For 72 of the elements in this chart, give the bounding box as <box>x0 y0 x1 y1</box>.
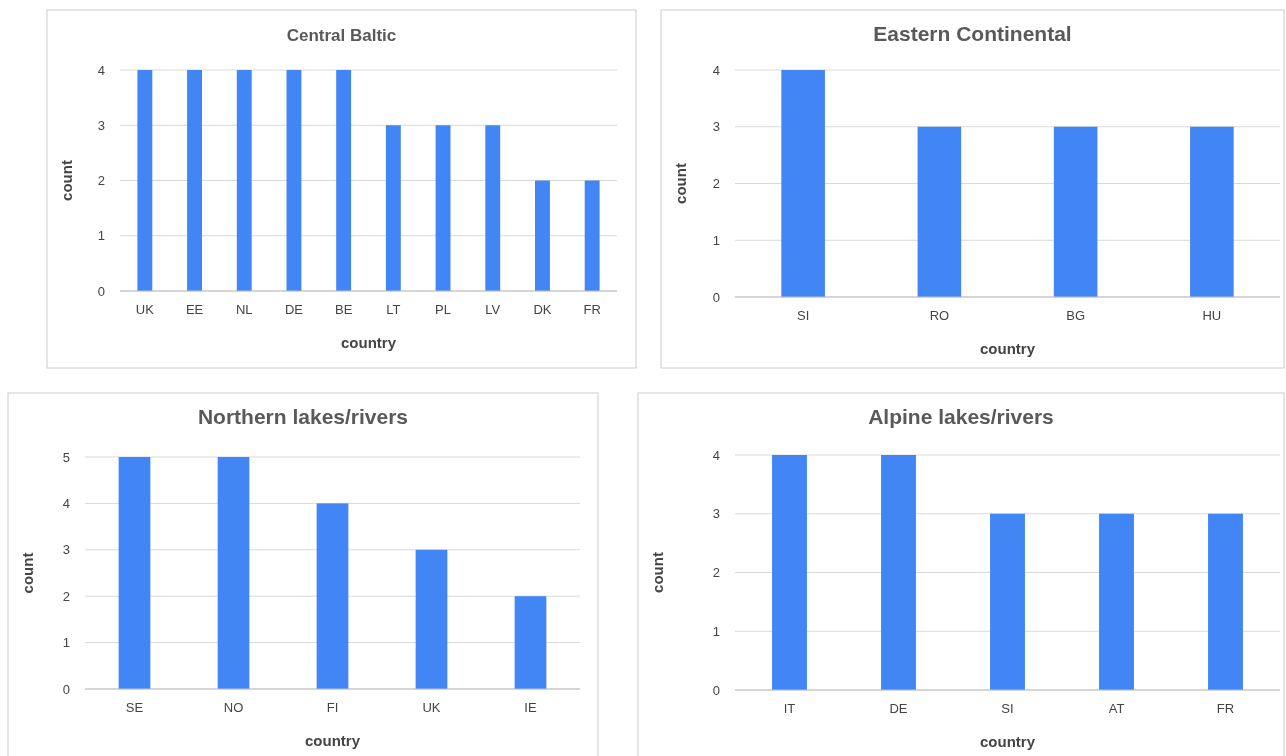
y-tick-label: 1 <box>97 228 105 244</box>
x-tick-label: DK <box>533 302 552 317</box>
y-tick-label: 0 <box>97 283 105 299</box>
bar <box>435 125 451 291</box>
bar <box>236 70 252 291</box>
y-tick-label: 3 <box>62 542 70 558</box>
chart-title: Central Baltic <box>286 26 397 45</box>
chart-title: Northern lakes/rivers <box>197 405 409 428</box>
x-tick-label: LV <box>485 302 501 317</box>
x-tick-label: SI <box>796 308 810 323</box>
y-tick-label: 0 <box>712 289 720 305</box>
y-tick-label: 2 <box>712 565 720 581</box>
x-tick-label: SE <box>125 700 144 715</box>
y-tick-label: 4 <box>712 62 720 78</box>
bar <box>187 70 203 291</box>
y-tick-label: 3 <box>97 117 105 133</box>
y-tick-label: 0 <box>62 681 70 697</box>
y-tick-label: 4 <box>62 495 70 511</box>
y-tick-label: 4 <box>712 447 720 463</box>
y-tick-label: 5 <box>62 449 70 465</box>
x-tick-label: NO <box>223 700 244 715</box>
y-tick-label: 1 <box>712 232 720 248</box>
bar <box>286 70 302 291</box>
y-tick-label: 3 <box>712 506 720 522</box>
x-tick-label: SI <box>1001 701 1014 716</box>
y-tick-label: 2 <box>97 173 105 189</box>
chart-title: Eastern Continental <box>873 22 1072 45</box>
x-tick-label: HU <box>1202 308 1222 323</box>
chart-title: Alpine lakes/rivers <box>868 405 1054 428</box>
x-tick-label: BE <box>334 302 353 317</box>
x-tick-label: IE <box>524 700 537 715</box>
x-tick-label: RO <box>929 308 950 323</box>
x-axis-title: country <box>979 733 1036 750</box>
y-tick-label: 3 <box>712 119 720 135</box>
y-tick-label: 2 <box>62 588 70 604</box>
x-tick-label: FR <box>1216 701 1235 716</box>
y-tick-label: 0 <box>712 682 720 698</box>
y-axis-title: count <box>672 163 689 204</box>
x-axis-title: country <box>304 732 361 749</box>
x-tick-label: FR <box>583 302 601 317</box>
x-tick-label: LT <box>386 302 401 317</box>
y-tick-label: 4 <box>97 62 105 78</box>
x-tick-label: PL <box>435 302 451 317</box>
bar <box>336 70 352 291</box>
bar <box>485 125 501 291</box>
bar <box>217 457 250 689</box>
bar <box>137 70 153 291</box>
x-tick-label: DE <box>889 701 908 716</box>
x-tick-label: EE <box>185 302 204 317</box>
bar <box>584 180 600 291</box>
y-axis-title: count <box>19 552 36 594</box>
x-tick-label: AT <box>1108 701 1125 716</box>
y-axis-title: count <box>58 160 75 201</box>
bar <box>385 125 401 291</box>
bar <box>316 503 349 689</box>
x-tick-label: UK <box>422 700 441 715</box>
x-tick-label: FI <box>326 700 339 715</box>
x-tick-label: IT <box>783 701 796 716</box>
x-axis-title: country <box>979 340 1036 357</box>
y-axis-title: count <box>649 552 666 593</box>
y-tick-label: 1 <box>712 623 720 639</box>
x-tick-label: BG <box>1066 308 1086 323</box>
bar <box>535 180 550 291</box>
bar <box>118 457 151 689</box>
bar <box>415 549 448 689</box>
x-tick-label: UK <box>135 302 155 317</box>
x-axis-title: country <box>340 334 397 351</box>
x-tick-label: NL <box>235 302 253 317</box>
bar <box>514 596 547 689</box>
y-tick-label: 1 <box>62 635 70 651</box>
y-tick-label: 2 <box>712 176 720 192</box>
x-tick-label: DE <box>284 302 304 317</box>
